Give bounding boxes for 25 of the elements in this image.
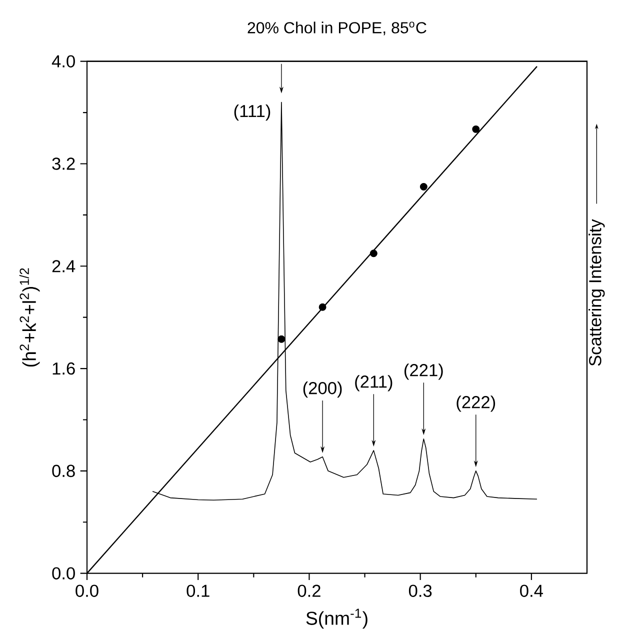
x-tick-label: 0.3 <box>408 584 432 597</box>
point <box>278 335 286 343</box>
x-tick-label: 0.4 <box>520 584 543 597</box>
x-tick-label: 0.2 <box>298 584 320 597</box>
x-tick-label: 0.1 <box>186 584 210 597</box>
y-tick-label: 2.4 <box>52 260 76 272</box>
y-tick-label: 1.6 <box>52 362 75 375</box>
y-tick-label: 4.0 <box>52 55 75 68</box>
y-axis-title: (h$^{2}$+k$^{2}$+l$^{2}$)$^{1/2}$ <box>19 268 40 367</box>
y-tick-label: 0.0 <box>52 567 75 580</box>
annotation: (200) <box>303 381 342 398</box>
x-axis-title: S(nm$^{-1}$) <box>306 608 368 629</box>
y-tick-label: 3.2 <box>52 158 75 170</box>
annotation: (221) <box>404 364 443 380</box>
point <box>420 183 428 191</box>
annotation: (211) <box>355 375 392 392</box>
y2-axis-title: Scattering Intensity <box>588 219 605 366</box>
annotation: (111) <box>234 104 270 121</box>
y-tick-label: 0.8 <box>52 464 75 478</box>
point <box>472 125 480 133</box>
point <box>370 250 378 258</box>
x-tick-label: 0.0 <box>76 584 98 597</box>
chart-title: 20% Chol in POPE, 85$^{o}$C <box>248 22 426 36</box>
annotation: (222) <box>456 396 496 412</box>
point <box>318 303 326 311</box>
